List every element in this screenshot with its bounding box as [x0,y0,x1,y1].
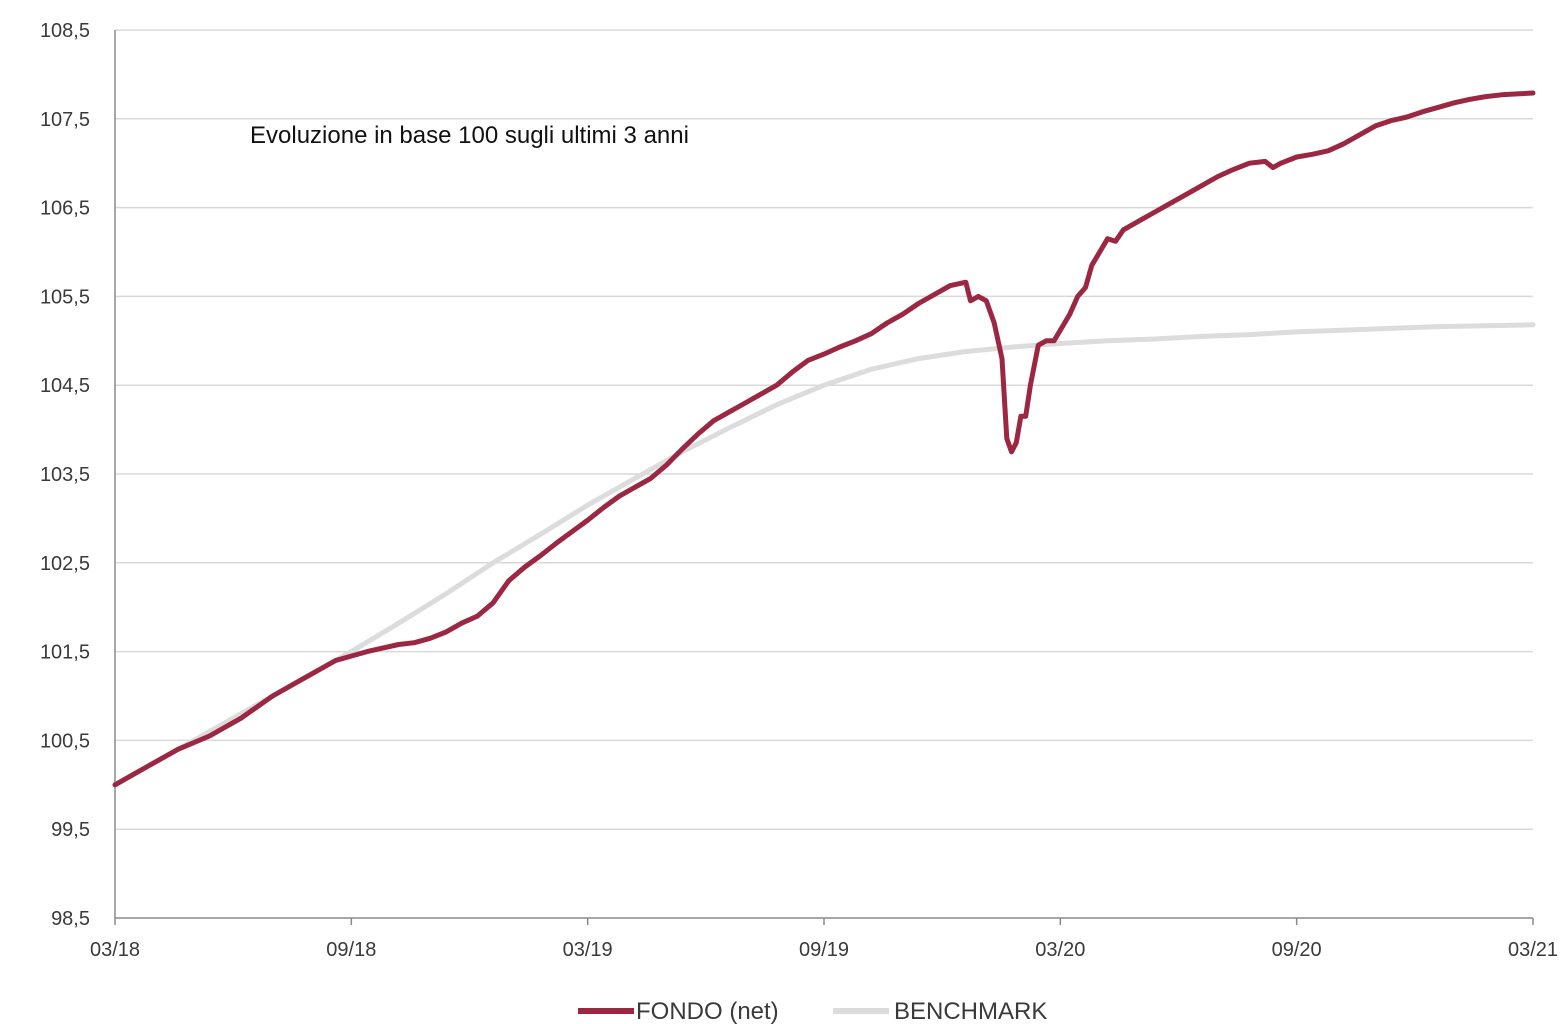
y-tick-label: 108,5 [40,20,90,42]
x-tick-label: 09/19 [799,939,849,961]
legend-label-benchmark: BENCHMARK [894,998,1047,1024]
series-line-benchmark [112,322,1536,788]
y-tick-label: 98,5 [51,908,90,930]
x-tick-labels: 03/18 09/18 03/19 09/19 03/20 09/20 03/21 [90,918,1558,961]
legend: FONDO (net) BENCHMARK [578,998,1047,1024]
series-line-fondo [112,90,1536,788]
x-tick-label: 03/18 [90,939,140,961]
x-tick-label: 03/21 [1508,939,1558,961]
y-tick-label: 105,5 [40,286,90,308]
y-tick-label: 100,5 [40,730,90,752]
y-tick-labels: 108,5 107,5 106,5 105,5 104,5 103,5 102,5 101,5… [40,20,90,930]
chart-annotation: Evoluzione in base 100 sugli ultimi 3 an… [250,122,689,149]
y-tick-label: 99,5 [51,819,90,841]
y-tick-label: 101,5 [40,642,90,664]
y-tick-label: 102,5 [40,553,90,575]
y-tick-label: 103,5 [40,464,90,486]
x-tick-label: 09/18 [326,939,376,961]
x-tick-label: 09/20 [1272,939,1322,961]
y-tick-label: 107,5 [40,109,90,131]
series [112,90,1536,788]
legend-label-fondo: FONDO (net) [636,998,779,1024]
x-tick-label: 03/20 [1035,939,1085,961]
y-tick-label: 106,5 [40,198,90,220]
gridlines [115,29,1533,830]
x-tick-label: 03/19 [563,939,613,961]
y-tick-label: 104,5 [40,375,90,397]
